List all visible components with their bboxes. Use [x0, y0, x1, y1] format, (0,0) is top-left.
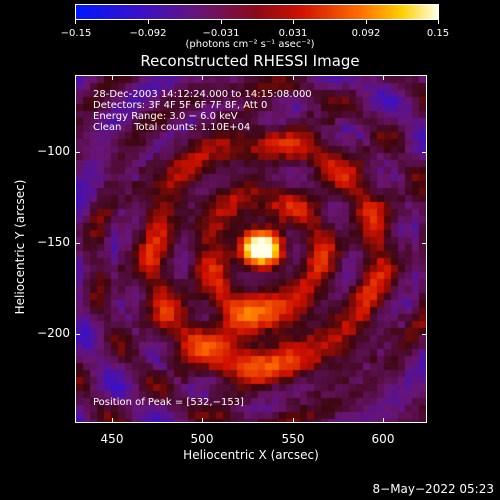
x-tick-mark [112, 418, 113, 423]
y-tick-label: −200 [37, 326, 70, 340]
y-tick-mark [75, 243, 80, 244]
x-tick-label: 550 [281, 432, 305, 446]
colorbar-tick-mark [366, 20, 367, 24]
x-tick-mark [383, 418, 384, 423]
colorbar-tick-label: −0.092 [129, 28, 167, 39]
colorbar-tick-mark [293, 20, 294, 24]
y-tick-mark [422, 243, 427, 244]
colorbar-units: (photons cm⁻² s⁻¹ asec⁻²) [185, 39, 315, 50]
colorbar-tick-label: −0.15 [60, 28, 92, 39]
colorbar-tick-label: 0.092 [351, 28, 381, 39]
y-tick-mark [75, 334, 80, 335]
x-tick-label: 500 [190, 432, 214, 446]
y-tick-mark [75, 152, 80, 153]
colorbar-tick-label: 0.15 [426, 28, 450, 39]
y-tick-label: −150 [37, 235, 70, 249]
colorbar-tick-label: 0.031 [278, 28, 308, 39]
y-tick-mark [422, 152, 427, 153]
info-time: 28-Dec-2003 14:12:24.000 to 14:15:08.000 [93, 89, 312, 100]
x-tick-label: 600 [371, 432, 395, 446]
info-peak: Position of Peak = [532,−153] [93, 397, 244, 408]
colorbar-tick-mark [221, 20, 222, 24]
y-tick-label: −100 [37, 144, 70, 158]
rhessi-image [76, 76, 426, 422]
y-axis-label: Heliocentric Y (arcsec) [13, 179, 27, 315]
x-tick-mark [383, 75, 384, 80]
x-tick-mark [293, 75, 294, 80]
x-tick-mark [112, 75, 113, 80]
footer-date: 8−May−2022 05:23 [372, 482, 495, 496]
info-energy: Energy Range: 3.0 − 6.0 keV [93, 111, 238, 122]
colorbar-tick-mark [75, 20, 76, 24]
info-detectors: Detectors: 3F 4F 5F 6F 7F 8F, Att 0 [93, 100, 268, 111]
colorbar-tick-mark [148, 20, 149, 24]
info-clean: Clean Total counts: 1.10E+04 [93, 122, 251, 133]
colorbar-tick-label: −0.031 [202, 28, 240, 39]
x-axis-label: Heliocentric X (arcsec) [183, 448, 319, 462]
x-tick-mark [202, 418, 203, 423]
x-tick-label: 450 [100, 432, 124, 446]
x-tick-mark [202, 75, 203, 80]
x-tick-mark [293, 418, 294, 423]
colorbar [75, 4, 439, 20]
y-tick-mark [422, 334, 427, 335]
plot-title: Reconstructed RHESSI Image [140, 52, 360, 70]
colorbar-tick-mark [438, 20, 439, 24]
image-plot-area: 28-Dec-2003 14:12:24.000 to 14:15:08.000… [75, 75, 427, 423]
